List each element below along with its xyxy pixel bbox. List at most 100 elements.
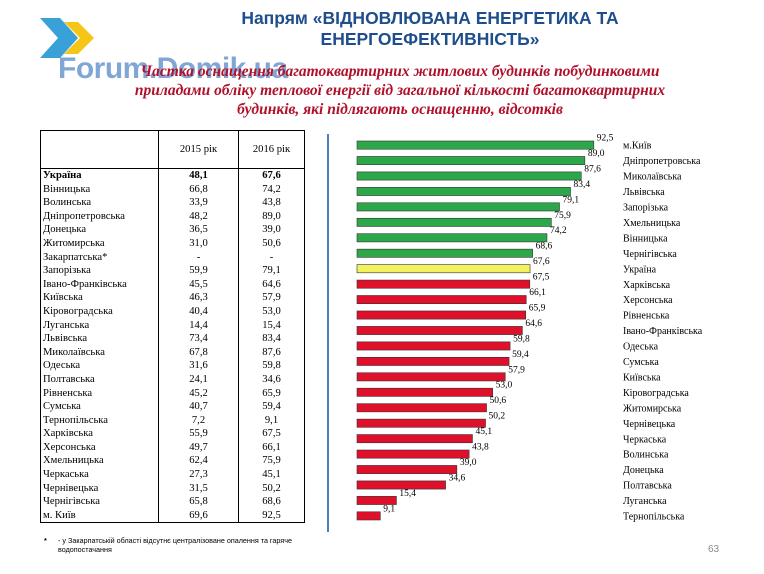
table-cell-2016: 9,1: [238, 413, 305, 428]
chart-value-label: 67,6: [533, 257, 550, 267]
chart-category-label: Київська: [623, 372, 661, 383]
chart-value-label: 79,1: [562, 195, 579, 205]
chart-value-label: 92,5: [597, 134, 614, 144]
table-header-row: 2015 рік 2016 рік: [40, 130, 305, 169]
chart-bar: [356, 372, 506, 382]
chart-bar: [356, 156, 586, 165]
page-title: Напрям «ВІДНОВЛЮВАНА ЕНЕРГЕТИКА ТА ЕНЕРГ…: [150, 8, 710, 50]
chart-value-label: 43,8: [472, 443, 489, 453]
chart-value-label: 68,6: [536, 242, 553, 252]
table-header-2015: 2015 рік: [158, 130, 239, 169]
table-cell-2015: 40,7: [158, 400, 239, 414]
chart-category-label: Івано-Франківська: [623, 326, 703, 337]
table-cell-region: Луганська: [40, 318, 159, 333]
table-cell-2016: 45,1: [238, 468, 305, 482]
table-cell-region: Чернігівська: [40, 495, 159, 509]
chart-category-label: Харківська: [623, 280, 671, 291]
table-cell-2015: 49,7: [158, 440, 239, 455]
chart-bar: [356, 326, 523, 335]
table-cell-region: Полтавська: [40, 372, 159, 387]
table-cell-2015: 66,8: [158, 182, 239, 197]
table-cell-2016: 15,4: [238, 318, 305, 333]
table-header-region: [40, 130, 159, 169]
table-cell-2015: 65,8: [158, 495, 239, 509]
table-cell-2015: 33,9: [158, 196, 239, 210]
chart-value-label: 34,6: [449, 473, 466, 483]
chart-value-label: 50,2: [489, 412, 506, 422]
chart-value-label: 9,1: [383, 504, 395, 514]
table-cell-region: Тернопільська: [40, 413, 159, 428]
chart-value-label: 64,6: [525, 319, 542, 329]
chart-category-label: Україна: [623, 264, 657, 275]
chart-value-label: 59,8: [513, 334, 530, 344]
table-cell-2016: 67,6: [238, 168, 305, 183]
table-cell-2016: 92,5: [238, 508, 305, 524]
table-cell-2016: 43,8: [238, 196, 305, 210]
table-cell-2015: 46,3: [158, 291, 239, 305]
table-row: Полтавська 24,1 34,6: [40, 372, 305, 387]
table-cell-region: Хмельницька: [40, 454, 159, 469]
chart-value-label: 83,4: [574, 180, 591, 190]
table-cell-2015: 27,3: [158, 468, 239, 482]
table-row: Чернігівська 65,8 68,6: [40, 495, 305, 509]
table-cell-region: Рівненська: [40, 386, 159, 401]
table-cell-2015: 48,1: [158, 168, 239, 183]
footnote-text: - у Закарпатській області відсутнє центр…: [58, 536, 292, 554]
forum-logo-icon: [40, 18, 94, 58]
subtitle-line-2: приладами обліку теплової енергії від за…: [134, 82, 666, 99]
chart-bar: [356, 140, 595, 150]
page-number: 63: [708, 544, 720, 555]
table-cell-2016: 75,9: [238, 454, 305, 469]
table-cell-2015: 59,9: [158, 264, 239, 278]
table-cell-2015: 48,2: [158, 209, 239, 224]
chart-category-label: Дніпропетровська: [623, 156, 701, 167]
table-row: Донецька 36,5 39,0: [40, 223, 305, 237]
table-cell-2015: 31,0: [158, 236, 239, 251]
chart-value-label: 65,9: [529, 303, 546, 313]
chart-category-label: Вінницька: [623, 233, 668, 244]
table-cell-2016: 67,5: [238, 427, 305, 441]
chart-bar: [356, 387, 493, 397]
chart-bar: [356, 465, 458, 474]
table-cell-region: Донецька: [40, 223, 159, 237]
chart-value-label: 15,4: [399, 489, 416, 499]
table-cell-region: Вінницька: [40, 182, 159, 197]
chart-bar: [356, 356, 510, 366]
table-cell-2016: 65,9: [238, 386, 305, 401]
chart-bar: [356, 187, 571, 196]
chart-value-label: 57,9: [508, 365, 525, 375]
table-cell-region: Закарпатська*: [40, 250, 159, 265]
table-cell-2016: 50,6: [238, 236, 305, 251]
chart-category-label: Чернігівська: [623, 249, 677, 260]
table-row: Херсонська 49,7 66,1: [40, 440, 305, 455]
chart-bar: [356, 264, 531, 274]
table-row: Сумська 40,7 59,4: [40, 400, 305, 414]
chart-value-label: 87,6: [584, 164, 601, 174]
regions-table: 2015 рік 2016 рік Україна 48,1 67,6 Вінниць…: [40, 130, 305, 524]
chart-bar: [356, 511, 381, 521]
chart-bar: [356, 171, 582, 181]
chart-value-label: 66,1: [529, 288, 546, 298]
chart-bar: [356, 248, 533, 258]
chart-category-label: Миколаївська: [623, 172, 682, 183]
table-row: Львівська 73,4 83,4: [40, 332, 305, 346]
chart-value-label: 89,0: [588, 149, 605, 159]
subtitle-line-1: Частка оснащення багатоквартирних житлов…: [140, 63, 660, 80]
table-cell-2015: 62,4: [158, 454, 239, 469]
chart-value-label: 67,5: [533, 273, 550, 283]
table-cell-2016: 39,0: [238, 223, 305, 237]
chart-category-label: Одеська: [623, 342, 659, 353]
chart-bar: [356, 480, 446, 490]
chart-value-label: 45,1: [475, 427, 492, 437]
chart-bar: [356, 496, 397, 505]
chart-category-label: Волинська: [623, 450, 669, 461]
table-cell-2016: 79,1: [238, 264, 305, 278]
table-cell-2015: 73,4: [158, 332, 239, 346]
separator-line: [327, 134, 329, 532]
chart-category-label: Херсонська: [623, 295, 673, 306]
chart-value-label: 53,0: [496, 381, 513, 391]
table-row: Миколаївська 67,8 87,6: [40, 345, 305, 360]
table-cell-region: Івано-Франківська: [40, 277, 159, 292]
table-row: Кіровоградська 40,4 53,0: [40, 304, 305, 319]
